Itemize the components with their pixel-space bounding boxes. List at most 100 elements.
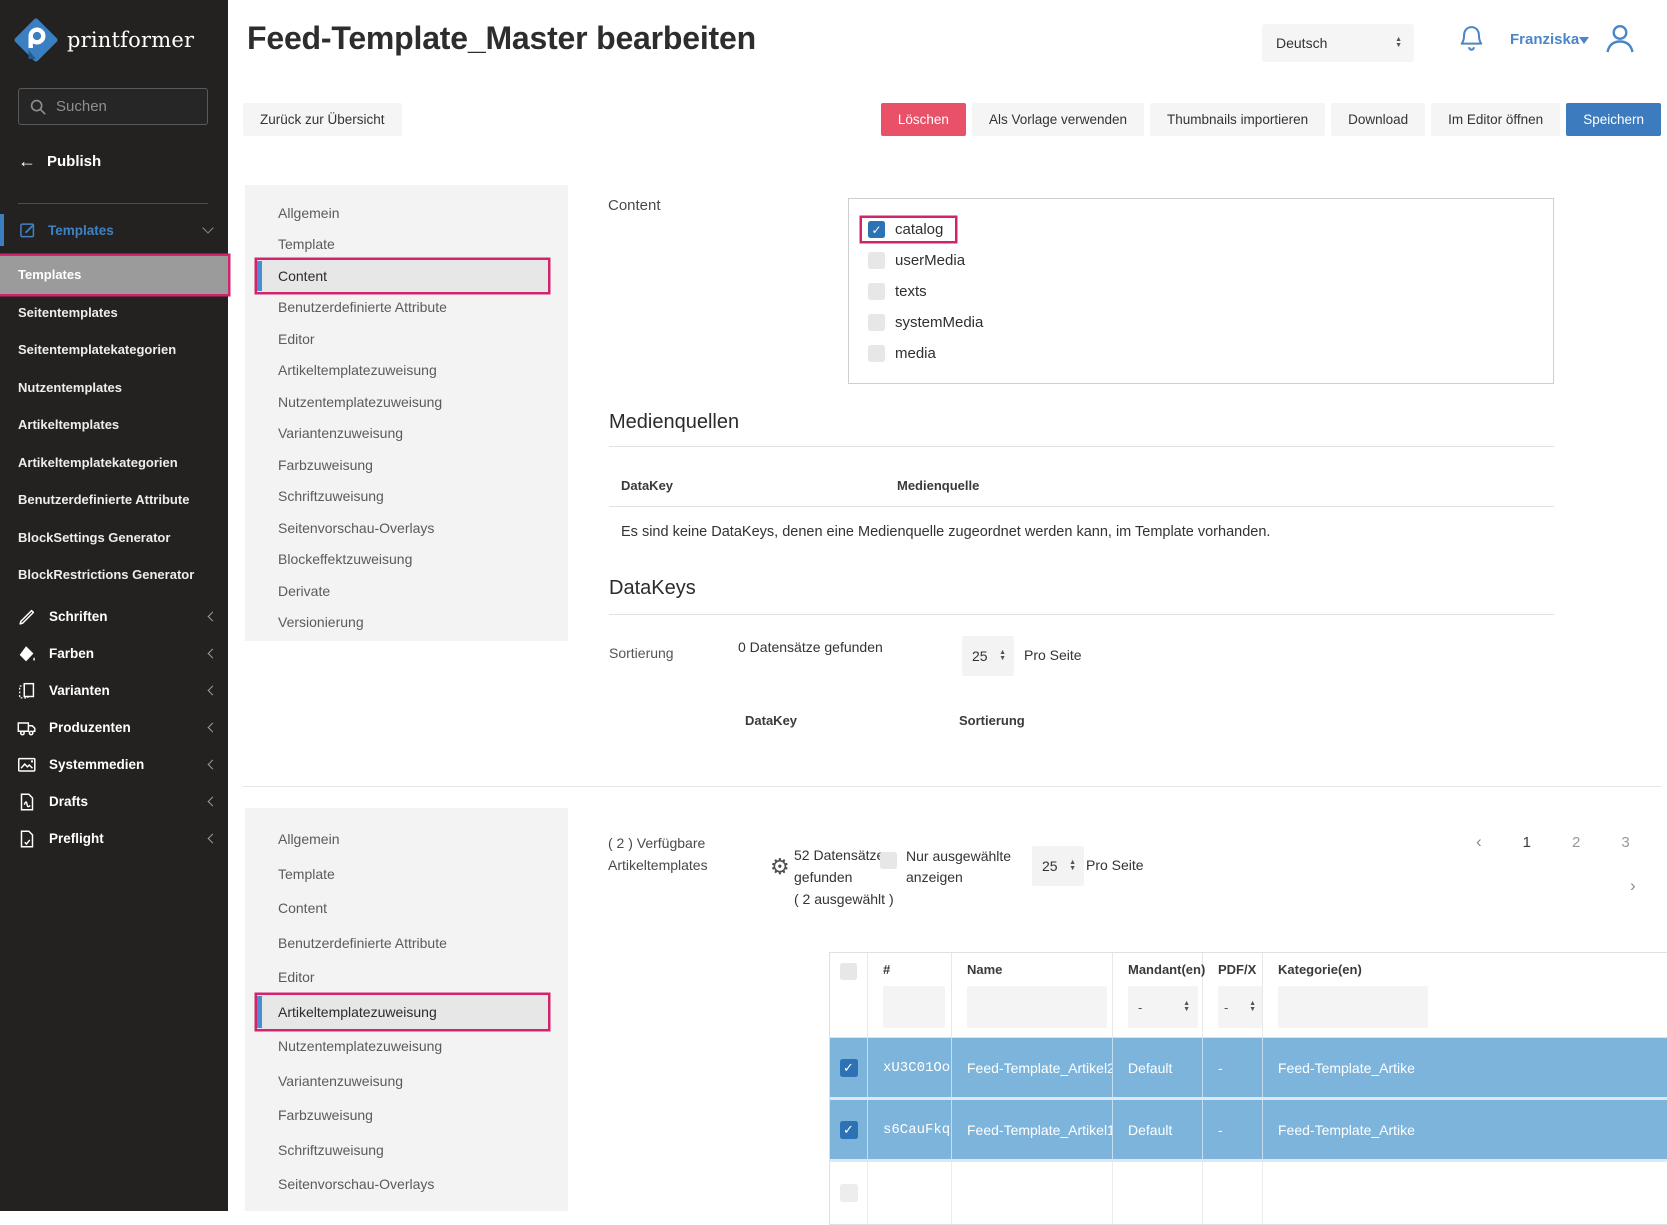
- panel-nav-item[interactable]: Artikeltemplatezuweisung: [257, 355, 548, 387]
- logo[interactable]: printformer: [14, 18, 194, 62]
- row-checkbox[interactable]: [840, 1184, 858, 1202]
- filter-select-pdfx[interactable]: -: [1218, 986, 1262, 1028]
- download-button[interactable]: Download: [1331, 103, 1425, 136]
- sidebar-subnav-item[interactable]: Artikeltemplates: [0, 406, 228, 444]
- panel-nav-item[interactable]: Editor: [257, 323, 548, 355]
- paint-bucket-icon: [15, 642, 39, 666]
- checkbox[interactable]: [868, 314, 885, 331]
- panel-nav-item[interactable]: Template: [257, 229, 548, 261]
- panel-nav-item[interactable]: Farbzuweisung: [257, 449, 548, 481]
- chevron-left-icon: [208, 834, 218, 844]
- printformer-logo-icon: [14, 18, 58, 62]
- filter-input-id[interactable]: [883, 986, 945, 1028]
- sidebar-subnav-item[interactable]: BlockRestrictions Generator: [0, 556, 228, 594]
- subnav-item-label: BlockSettings Generator: [18, 530, 170, 545]
- row-checkbox[interactable]: [840, 1121, 858, 1139]
- row-checkbox[interactable]: [840, 1059, 858, 1077]
- pagination-page[interactable]: 3: [1621, 834, 1629, 851]
- language-select[interactable]: Deutsch: [1262, 24, 1414, 62]
- open-in-editor-button[interactable]: Im Editor öffnen: [1431, 103, 1560, 136]
- panel-nav-item[interactable]: Benutzerdefinierte Attribute: [257, 292, 548, 324]
- filter-input-name[interactable]: [967, 986, 1107, 1028]
- panel-nav-item[interactable]: Versionierung: [257, 607, 548, 639]
- sidebar-item-schriften[interactable]: Schriften: [0, 598, 228, 635]
- sidebar-item-varianten[interactable]: Varianten: [0, 672, 228, 709]
- column-header-sortierung: Sortierung: [959, 713, 1025, 728]
- checkbox[interactable]: [868, 283, 885, 300]
- pagination-next[interactable]: ›: [1630, 876, 1636, 896]
- pagination-prev[interactable]: ‹: [1476, 832, 1482, 852]
- per-page-select[interactable]: 25: [962, 636, 1014, 676]
- pagination-page[interactable]: 1: [1523, 834, 1531, 851]
- sidebar-item-preflight[interactable]: Preflight: [0, 820, 228, 857]
- panel-nav-item[interactable]: Variantenzuweisung: [257, 418, 548, 450]
- panel-nav-item[interactable]: Artikeltemplatezuweisung: [257, 995, 548, 1030]
- sidebar-subnav-item[interactable]: Seitentemplatekategorien: [0, 331, 228, 369]
- user-menu-button[interactable]: [1602, 20, 1638, 56]
- sidebar-subnav-item[interactable]: BlockSettings Generator: [0, 519, 228, 557]
- sidebar-item-systemmedien[interactable]: Systemmedien: [0, 746, 228, 783]
- filter-select-mandant[interactable]: -: [1128, 986, 1198, 1028]
- content-option-row: texts: [868, 276, 1553, 307]
- panel-nav-item[interactable]: Schriftzuweisung: [257, 481, 548, 513]
- sidebar-subnav-item[interactable]: Seitentemplates: [0, 294, 228, 332]
- content-option[interactable]: catalog: [862, 218, 955, 241]
- panel-nav-item[interactable]: Nutzentemplatezuweisung: [257, 386, 548, 418]
- import-thumbnails-button[interactable]: Thumbnails importieren: [1150, 103, 1325, 136]
- panel-nav-item[interactable]: Derivate: [257, 575, 548, 607]
- panel-nav-item[interactable]: Template: [257, 857, 548, 892]
- panel-nav-item[interactable]: Editor: [257, 960, 548, 995]
- panel-nav-item[interactable]: Allgemein: [257, 822, 548, 857]
- sidebar-item-farben[interactable]: Farben: [0, 635, 228, 672]
- panel-nav-item[interactable]: Seitenvorschau-Overlays: [257, 1167, 548, 1202]
- table-row[interactable]: xU3C01Oo Feed-Template_Artikel2 Default …: [830, 1038, 1667, 1100]
- content-option[interactable]: media: [862, 342, 948, 365]
- content-option[interactable]: systemMedia: [862, 311, 995, 334]
- caret-down-icon[interactable]: [1579, 37, 1589, 44]
- content-option[interactable]: texts: [862, 280, 939, 303]
- cell-mandant: Default: [1113, 1100, 1203, 1159]
- panel-nav-item[interactable]: Seitenvorschau-Overlays: [257, 512, 548, 544]
- panel-nav-item[interactable]: Blockeffektzuweisung: [257, 544, 548, 576]
- sidebar-subnav-item[interactable]: Nutzentemplates: [0, 369, 228, 407]
- panel-nav-item[interactable]: Farbzuweisung: [257, 1098, 548, 1133]
- only-selected-checkbox[interactable]: [880, 852, 897, 869]
- select-arrows-icon: [999, 650, 1006, 662]
- use-as-template-button[interactable]: Als Vorlage verwenden: [972, 103, 1144, 136]
- sidebar-item-drafts[interactable]: Drafts: [0, 783, 228, 820]
- notifications-button[interactable]: [1456, 23, 1487, 56]
- checkbox[interactable]: [868, 252, 885, 269]
- checkbox[interactable]: [868, 345, 885, 362]
- panel-nav-item[interactable]: Variantenzuweisung: [257, 1064, 548, 1099]
- chevron-left-icon: [208, 760, 218, 770]
- sidebar-item-produzenten[interactable]: Produzenten: [0, 709, 228, 746]
- sidebar-item-templates-section[interactable]: Templates: [0, 214, 228, 246]
- filter-input-kategorie[interactable]: [1278, 986, 1428, 1028]
- per-page-select[interactable]: 25: [1032, 846, 1084, 886]
- sidebar-subnav-item[interactable]: Templates: [0, 256, 228, 294]
- select-arrows-icon: [1069, 860, 1076, 872]
- gear-icon[interactable]: [770, 854, 790, 880]
- panel-nav-item[interactable]: Schriftzuweisung: [257, 1133, 548, 1168]
- checkbox[interactable]: [868, 221, 885, 238]
- subnav-item-label: Templates: [18, 267, 81, 282]
- back-to-overview-button[interactable]: Zurück zur Übersicht: [243, 103, 402, 136]
- panel-nav-item[interactable]: Nutzentemplatezuweisung: [257, 1029, 548, 1064]
- checkbox-label: systemMedia: [895, 314, 983, 331]
- pagination-page[interactable]: 2: [1572, 834, 1580, 851]
- select-all-checkbox[interactable]: [840, 963, 857, 980]
- user-name[interactable]: Franziska: [1510, 31, 1579, 48]
- sidebar-subnav-item[interactable]: Benutzerdefinierte Attribute: [0, 481, 228, 519]
- table-row[interactable]: s6CauFkq Feed-Template_Artikel1 Default …: [830, 1100, 1667, 1162]
- panel-nav-item[interactable]: Allgemein: [257, 197, 548, 229]
- sidebar-search-input[interactable]: Suchen: [18, 88, 208, 125]
- delete-button[interactable]: Löschen: [881, 103, 966, 136]
- save-button[interactable]: Speichern: [1566, 103, 1661, 136]
- panel-nav-item[interactable]: Benutzerdefinierte Attribute: [257, 926, 548, 961]
- panel-nav-item[interactable]: Content: [257, 260, 548, 292]
- sidebar-subnav-item[interactable]: Artikeltemplatekategorien: [0, 444, 228, 482]
- content-option[interactable]: userMedia: [862, 249, 977, 272]
- panel-nav-item[interactable]: Content: [257, 891, 548, 926]
- back-to-publish-link[interactable]: Publish: [18, 146, 101, 176]
